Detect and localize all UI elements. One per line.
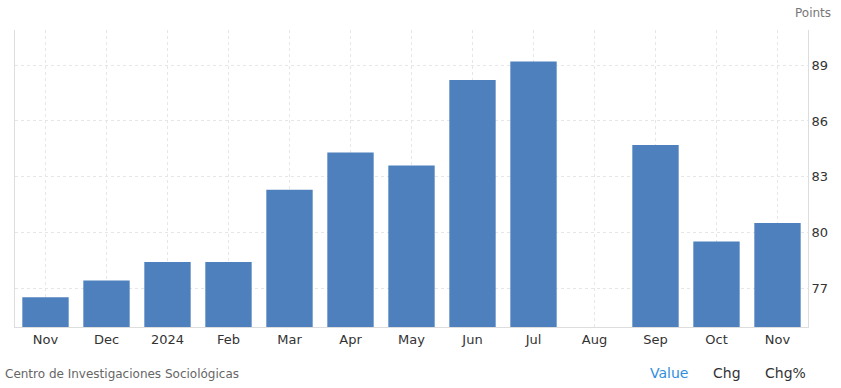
svg-text:Jun: Jun [461, 332, 482, 347]
svg-text:Chg: Chg [713, 365, 741, 381]
svg-text:89: 89 [812, 58, 829, 73]
svg-text:Points: Points [795, 6, 831, 20]
svg-text:Jul: Jul [525, 332, 542, 347]
svg-text:Mar: Mar [277, 332, 302, 347]
svg-text:Value: Value [650, 365, 688, 381]
svg-text:Chg%: Chg% [765, 365, 806, 381]
svg-text:80: 80 [812, 225, 829, 240]
svg-text:Sep: Sep [643, 332, 668, 347]
svg-text:Feb: Feb [217, 332, 240, 347]
svg-text:77: 77 [812, 281, 829, 296]
svg-text:Centro de Investigaciones Soci: Centro de Investigaciones Sociológicas [5, 367, 239, 381]
svg-text:Dec: Dec [94, 332, 119, 347]
svg-text:86: 86 [812, 114, 829, 129]
svg-text:Aug: Aug [582, 332, 607, 347]
svg-text:Oct: Oct [705, 332, 727, 347]
svg-text:2024: 2024 [151, 332, 184, 347]
svg-text:Apr: Apr [339, 332, 362, 347]
svg-text:Nov: Nov [33, 332, 59, 347]
svg-text:83: 83 [812, 169, 829, 184]
svg-text:Nov: Nov [765, 332, 791, 347]
svg-text:May: May [398, 332, 425, 347]
